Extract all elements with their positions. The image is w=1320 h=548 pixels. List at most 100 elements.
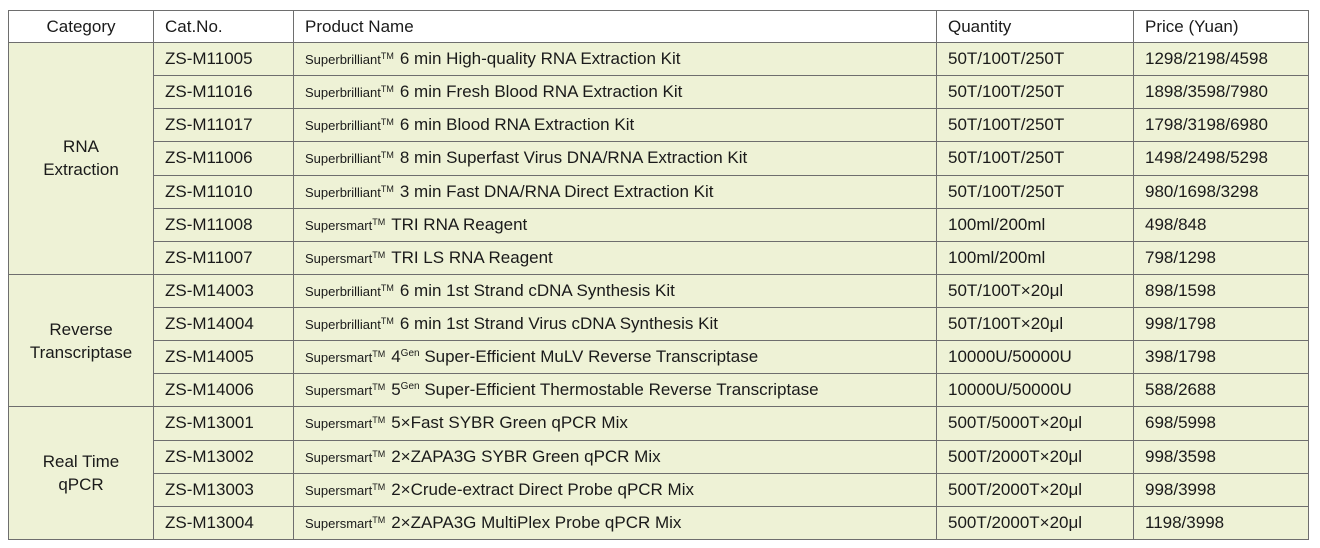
table-row: ZS-M13004 SupersmartTM 2×ZAPA3G MultiPlex … <box>9 505 1309 541</box>
quantity-cell: 500T/2000T×20μl <box>936 472 1134 507</box>
cat-no-cell: ZS-M11016 <box>153 75 294 110</box>
product-name-cell: SuperbrilliantTM 6 min 1st Strand cDNA Sy… <box>293 273 937 309</box>
price-cell: 998/3598 <box>1133 439 1309 474</box>
category-label: RNA <box>63 137 99 157</box>
quantity-cell: 100ml/200ml <box>936 207 1134 242</box>
table-row: ZS-M11007 SupersmartTM TRI LS RNA Reagent 1… <box>9 240 1309 275</box>
product-name-cell: SuperbrilliantTM 8 min Superfast Virus DN… <box>293 141 937 176</box>
trademark-mark: TM <box>380 316 394 327</box>
quantity-cell: 50T/100T/250T <box>936 41 1134 77</box>
category-label: Extraction <box>43 160 119 180</box>
product-name-cell: SupersmartTM 2×ZAPA3G MultiPlex Probe qPC… <box>293 505 937 541</box>
quantity-cell: 500T/2000T×20μl <box>936 439 1134 474</box>
trademark-mark: TM <box>380 183 394 194</box>
product-name: TRI RNA Reagent <box>391 214 528 234</box>
brand-name: Superbrilliant <box>305 85 381 101</box>
product-name: 3 min Fast DNA/RNA Direct Extraction Kit <box>399 181 714 201</box>
brand-name: Superbrilliant <box>305 52 381 68</box>
price-cell: 498/848 <box>1133 207 1309 242</box>
brand-name: Superbrilliant <box>305 184 381 200</box>
table-row: ZS-M11006 SuperbrilliantTM 8 min Superfast… <box>9 141 1309 176</box>
product-name: 6 min 1st Strand Virus cDNA Synthesis Ki… <box>399 314 718 334</box>
trademark-mark: TM <box>380 117 394 128</box>
brand-name: Supersmart <box>305 515 373 531</box>
brand-name: Supersmart <box>305 350 373 366</box>
price-cell: 1898/3598/7980 <box>1133 75 1309 110</box>
header-price: Price (Yuan) <box>1133 10 1309 43</box>
brand-name: Supersmart <box>305 217 373 233</box>
product-name-cell: SuperbrilliantTM 6 min Fresh Blood RNA Ex… <box>293 75 937 110</box>
price-cell: 998/3998 <box>1133 472 1309 507</box>
cat-no-cell: ZS-M11006 <box>153 141 294 176</box>
table-row: ZS-M11008 SupersmartTM TRI RNA Reagent 100m… <box>9 207 1309 242</box>
product-name: 2×Crude-extract Direct Probe qPCR Mix <box>391 479 694 499</box>
product-name: 8 min Superfast Virus DNA/RNA Extraction… <box>399 148 748 168</box>
product-name-cell: SupersmartTM TRI RNA Reagent <box>293 207 937 242</box>
quantity-cell: 50T/100T/250T <box>936 174 1134 209</box>
quantity-cell: 500T/5000T×20μl <box>936 406 1134 441</box>
quantity-cell: 50T/100T/250T <box>936 108 1134 143</box>
price-cell: 588/2688 <box>1133 373 1309 408</box>
trademark-mark: TM <box>380 150 394 161</box>
product-name: TRI LS RNA Reagent <box>391 247 553 267</box>
category-label: Transcriptase <box>29 342 133 362</box>
quantity-cell: 50T/100T/250T <box>936 75 1134 110</box>
table-row: ZS-M11016 SuperbrilliantTM 6 min Fresh Blo… <box>9 75 1309 110</box>
quantity-cell: 100ml/200ml <box>936 240 1134 275</box>
brand-name: Supersmart <box>305 482 373 498</box>
price-cell: 998/1798 <box>1133 306 1309 342</box>
brand-name: Superbrilliant <box>305 317 381 333</box>
product-name: 6 min Blood RNA Extraction Kit <box>399 115 635 135</box>
cat-no-cell: ZS-M13003 <box>153 472 294 507</box>
product-name: 6 min Fresh Blood RNA Extraction Kit <box>399 82 683 102</box>
table-row: Reverse Transcriptase ZS-M14003 Superbrilli… <box>8 273 1309 408</box>
product-name: 2×ZAPA3G MultiPlex Probe qPCR Mix <box>391 512 682 532</box>
quantity-cell: 10000U/50000U <box>936 340 1134 375</box>
cat-no-cell: ZS-M14004 <box>153 306 294 342</box>
category-label: qPCR <box>58 475 104 495</box>
cat-no-cell: ZS-M11007 <box>153 240 294 275</box>
trademark-mark: TM <box>372 216 386 227</box>
cat-no-cell: ZS-M11010 <box>153 174 294 209</box>
product-name-cell: SupersmartTM 5×Fast SYBR Green qPCR Mix <box>293 406 937 441</box>
product-price-table: Category Cat.No. Product Name Quantity P… <box>8 10 1309 541</box>
header-cat-no: Cat.No. <box>153 10 294 43</box>
cat-no-cell: ZS-M11017 <box>153 108 294 143</box>
trademark-mark: TM <box>380 51 394 62</box>
trademark-mark: TM <box>372 249 386 260</box>
brand-name: Superbrilliant <box>305 118 381 134</box>
price-cell: 798/1298 <box>1133 240 1309 275</box>
product-name: 2×ZAPA3G SYBR Green qPCR Mix <box>391 446 661 466</box>
table-row: ZS-M14005 SupersmartTM 4Gen Super-Efficien… <box>9 340 1309 375</box>
product-name-cell: SuperbrilliantTM 6 min 1st Strand Virus c… <box>293 306 937 342</box>
header-product-name: Product Name <box>293 10 937 43</box>
table-row: RNA Extraction ZS-M11005 SuperbrilliantTM 6 … <box>8 41 1309 275</box>
generation-mark: Gen <box>400 348 420 360</box>
trademark-mark: TM <box>372 349 386 360</box>
price-cell: 980/1698/3298 <box>1133 174 1309 209</box>
price-cell: 698/5998 <box>1133 406 1309 441</box>
brand-name: Supersmart <box>305 449 373 465</box>
price-cell: 1798/3198/6980 <box>1133 108 1309 143</box>
brand-name: Supersmart <box>305 416 373 432</box>
table-row: ZS-M14004 SuperbrilliantTM 6 min 1st Stran… <box>9 306 1309 342</box>
cat-no-cell: ZS-M13002 <box>153 439 294 474</box>
product-name-cell: SupersmartTM 4Gen Super-Efficient MuLV Re… <box>293 340 937 375</box>
product-name-cell: SuperbrilliantTM 3 min Fast DNA/RNA Direc… <box>293 174 937 209</box>
product-name-cell: SuperbrilliantTM 6 min High-quality RNA E… <box>293 41 937 77</box>
trademark-mark: TM <box>380 84 394 95</box>
product-name: Super-Efficient Thermostable Reverse Tra… <box>424 380 819 400</box>
category-cell: Reverse Transcriptase <box>8 273 154 408</box>
category-label: Reverse <box>49 319 113 339</box>
cat-no-cell: ZS-M14005 <box>153 340 294 375</box>
product-name-cell: SupersmartTM 2×ZAPA3G SYBR Green qPCR Mix <box>293 439 937 474</box>
price-cell: 898/1598 <box>1133 273 1309 309</box>
cat-no-cell: ZS-M11005 <box>153 41 294 77</box>
header-category: Category <box>8 10 154 43</box>
product-name: Super-Efficient MuLV Reverse Transcripta… <box>424 347 759 367</box>
table-row: ZS-M11017 SuperbrilliantTM 6 min Blood RNA… <box>9 108 1309 143</box>
price-cell: 1498/2498/5298 <box>1133 141 1309 176</box>
price-cell: 1298/2198/4598 <box>1133 41 1309 77</box>
generation-number: 5 <box>391 380 401 400</box>
product-name-cell: SupersmartTM 5Gen Super-Efficient Thermos… <box>293 373 937 408</box>
